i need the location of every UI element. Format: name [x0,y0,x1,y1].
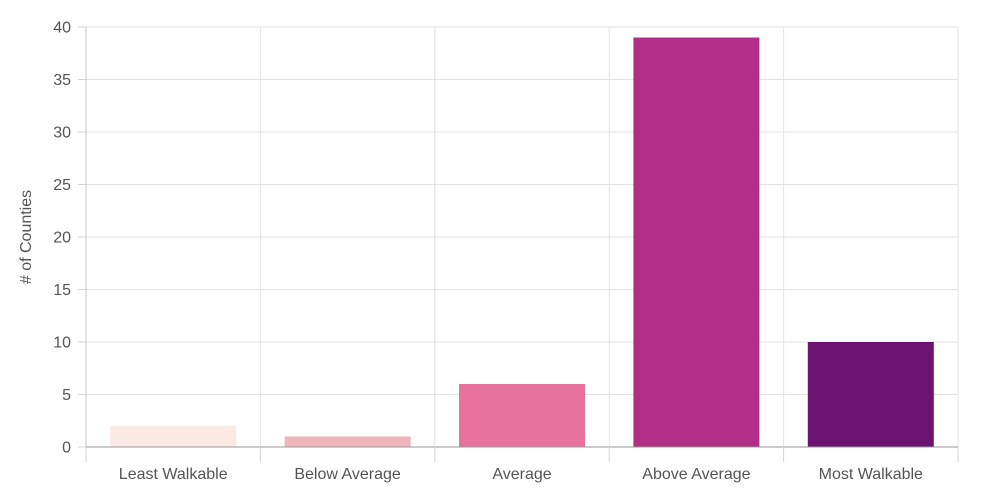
bar-least-walkable [110,426,237,447]
y-tick-label: 25 [53,177,71,194]
bars [110,37,934,447]
y-tick-label: 5 [62,387,71,404]
bar-above-average [633,37,760,447]
x-tick-labels: Least Walkable Below Average Average Above … [119,466,923,483]
axes [78,26,959,462]
x-tick-label: Above Average [642,466,750,483]
y-tick-labels: 0 5 10 15 20 25 30 35 40 [53,20,71,457]
grid [86,26,959,447]
y-tick-label: 15 [53,282,71,299]
bar-below-average [284,436,411,447]
y-axis-title: # of Counties [18,190,35,284]
y-tick-label: 10 [53,335,71,352]
x-tick-label: Average [492,466,551,483]
y-tick-label: 35 [53,72,71,89]
x-tick-label: Least Walkable [119,466,228,483]
x-tick-label: Below Average [294,466,401,483]
y-tick-label: 40 [53,20,71,37]
y-tick-label: 0 [62,440,71,457]
x-tick-label: Most Walkable [819,466,923,483]
y-tick-label: 30 [53,125,71,142]
bar-most-walkable [807,342,934,447]
bar-average [459,384,585,447]
y-tick-label: 20 [53,230,71,247]
